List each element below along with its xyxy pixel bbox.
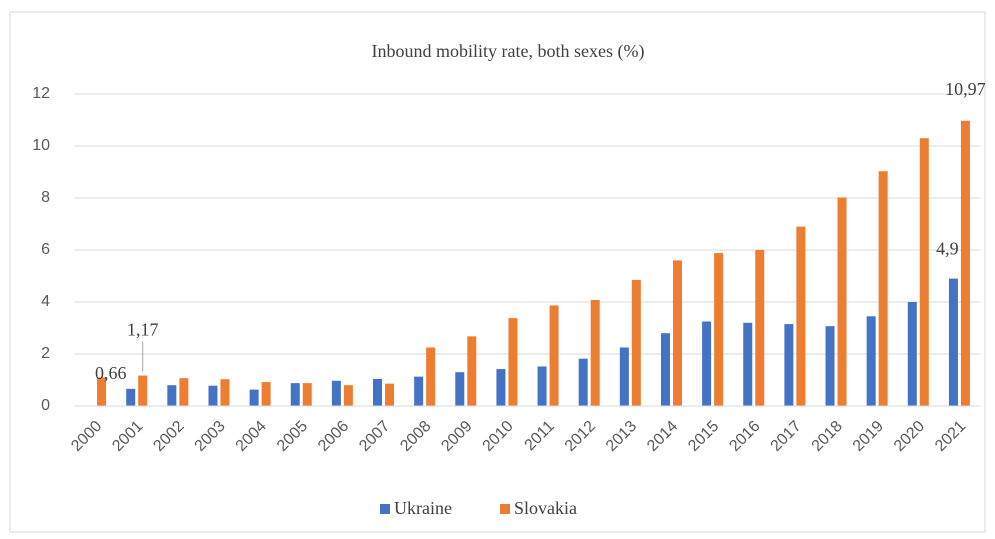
bar	[249, 389, 259, 406]
bar	[825, 326, 835, 406]
legend-label: Ukraine	[394, 498, 452, 518]
bar	[578, 358, 588, 406]
bar	[343, 385, 353, 406]
bar	[126, 388, 136, 406]
bar	[796, 226, 806, 406]
bar	[508, 318, 518, 406]
bar	[714, 253, 724, 406]
y-tick-label: 12	[32, 85, 50, 102]
bar	[167, 385, 177, 406]
bar	[331, 380, 341, 406]
bar	[702, 321, 712, 406]
bar	[179, 378, 189, 406]
bar	[467, 336, 477, 406]
y-tick-label: 6	[41, 241, 50, 258]
data-label: 0,66	[95, 363, 127, 383]
chart-border	[9, 11, 986, 533]
bar	[208, 385, 218, 406]
bar	[455, 372, 465, 406]
bar	[755, 250, 765, 406]
bar	[373, 378, 383, 406]
bar	[385, 383, 395, 406]
y-tick-label: 8	[41, 189, 50, 206]
bar	[590, 299, 600, 406]
y-tick-label: 4	[41, 293, 50, 310]
bar	[426, 347, 436, 406]
data-label: 4,9	[936, 239, 959, 259]
bar	[261, 382, 271, 406]
bar	[948, 278, 958, 406]
legend-swatch	[380, 504, 390, 514]
bar	[960, 120, 970, 406]
bar	[138, 375, 148, 406]
bar	[97, 377, 107, 406]
y-tick-label: 10	[32, 137, 50, 154]
bar	[878, 171, 888, 406]
bar	[919, 138, 929, 406]
bar	[907, 302, 917, 406]
chart-title: Inbound mobility rate, both sexes (%)	[372, 41, 645, 62]
bar	[743, 322, 753, 406]
legend-label: Slovakia	[514, 498, 577, 518]
bar	[866, 316, 876, 406]
y-tick-label: 0	[41, 397, 50, 414]
bar	[302, 383, 312, 406]
bar	[290, 383, 300, 406]
data-label: 10,97	[945, 79, 986, 99]
bar	[672, 260, 682, 406]
bar	[619, 347, 629, 406]
bar	[631, 279, 641, 406]
data-label: 1,17	[127, 320, 159, 340]
y-tick-label: 2	[41, 345, 50, 362]
legend-swatch	[500, 504, 510, 514]
bar	[660, 333, 670, 406]
bar	[549, 305, 559, 406]
bar	[414, 376, 424, 406]
bar	[837, 197, 847, 406]
bar	[496, 369, 506, 406]
bar	[537, 366, 547, 406]
bar	[220, 379, 230, 406]
bar	[784, 324, 794, 406]
